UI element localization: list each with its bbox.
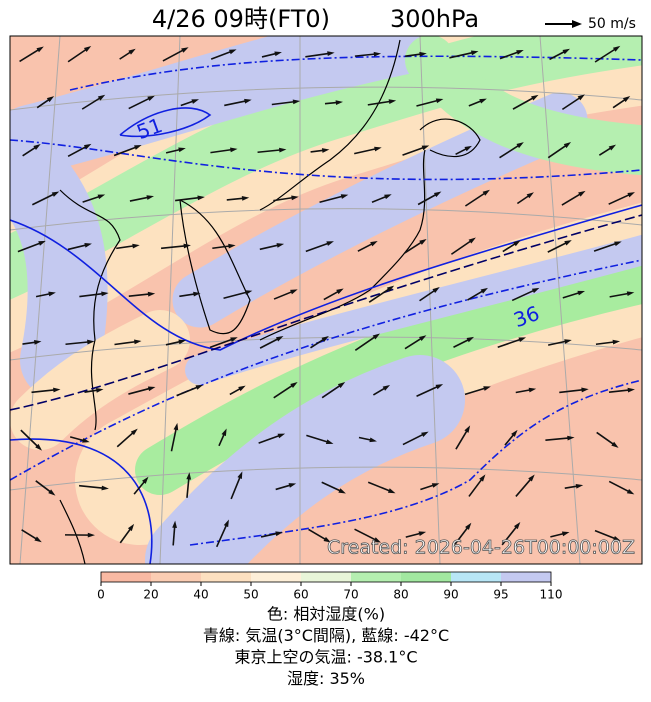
level: 300hPa [390,5,479,33]
wind-scale-label: 50 m/s [588,16,636,32]
colorbar-tick-label: 50 [243,588,258,602]
colorbar [101,572,551,582]
colorbar-tick-label: 110 [540,588,563,602]
colorbar-tick-label: 0 [97,588,105,602]
colorbar-tick-label: 40 [193,588,208,602]
colorbar-tick-label: 95 [493,588,508,602]
colorbar-tick-label: 80 [393,588,408,602]
created-stamp: Created: 2026-04-26T00:00:00Z [327,537,635,559]
caption-line: 東京上空の気温: -38.1°C [234,648,417,667]
title: 4/26 09時(FT0) [152,5,330,33]
caption-line: 色: 相対湿度(%) [267,605,385,624]
wind-scale-head [572,20,582,28]
caption: 色: 相対湿度(%) 青線: 気温(3°C間隔), 藍線: -42°C 東京上空の気… [203,605,449,689]
caption-line: 青線: 気温(3°C間隔), 藍線: -42°C [203,626,449,645]
colorbar-tick-label: 90 [443,588,458,602]
colorbar-tick-label: 60 [293,588,308,602]
caption-line: 湿度: 35% [287,669,365,688]
colorbar-tick-label: 70 [343,588,358,602]
map: 51 36 Created: 2026-04-26T00:00:00Z [0,30,651,564]
colorbar-ticks: 0 20 40 50 60 70 80 90 95 110 [97,582,562,602]
colorbar-tick-label: 20 [143,588,158,602]
